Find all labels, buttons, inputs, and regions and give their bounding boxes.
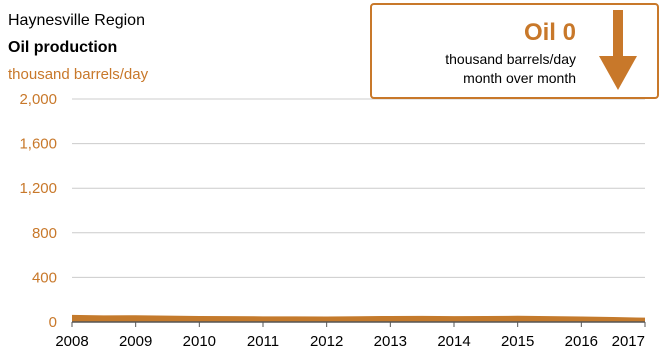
region-label: Haynesville Region bbox=[8, 12, 145, 29]
y-tick-label: 1,200 bbox=[19, 180, 57, 197]
x-tick-label: 2012 bbox=[310, 333, 343, 350]
y-tick-label: 2,000 bbox=[19, 91, 57, 108]
unit-label: thousand barrels/day bbox=[8, 66, 149, 83]
x-tick-label: 2015 bbox=[501, 333, 534, 350]
x-tick-label: 2010 bbox=[183, 333, 216, 350]
series-group bbox=[71, 314, 646, 322]
x-tick-label: 2016 bbox=[565, 333, 598, 350]
x-tick-label: 2009 bbox=[119, 333, 152, 350]
callout-line1: thousand barrels/day bbox=[445, 51, 576, 67]
x-tick-label: 2011 bbox=[247, 333, 279, 350]
y-tick-label: 1,600 bbox=[19, 136, 57, 153]
x-tick-label: 2013 bbox=[374, 333, 407, 350]
callout-headline: Oil 0 bbox=[524, 19, 576, 46]
y-tick-label: 0 bbox=[49, 314, 57, 331]
x-tick-label: 2008 bbox=[55, 333, 88, 350]
callout-line2: month over month bbox=[463, 70, 576, 86]
grid-lines bbox=[72, 98, 645, 278]
x-axis-ticks: 2008 2009 2010 2011 2012 2013 2014 2015 2016 2017 bbox=[55, 322, 646, 350]
callout-box: Oil 0 thousand barrels/day month over mo… bbox=[370, 3, 659, 99]
down-arrow-icon bbox=[599, 10, 637, 90]
callout-frame bbox=[370, 3, 659, 99]
x-tick-label: 2014 bbox=[437, 333, 470, 350]
chart-title: Oil production bbox=[8, 39, 117, 56]
y-axis-ticks: 0 400 800 1,200 1,600 2,000 bbox=[19, 91, 57, 331]
y-tick-label: 800 bbox=[32, 225, 57, 242]
series-line bbox=[71, 314, 646, 320]
x-tick-label: 2017 bbox=[612, 333, 645, 350]
y-tick-label: 400 bbox=[32, 269, 57, 286]
